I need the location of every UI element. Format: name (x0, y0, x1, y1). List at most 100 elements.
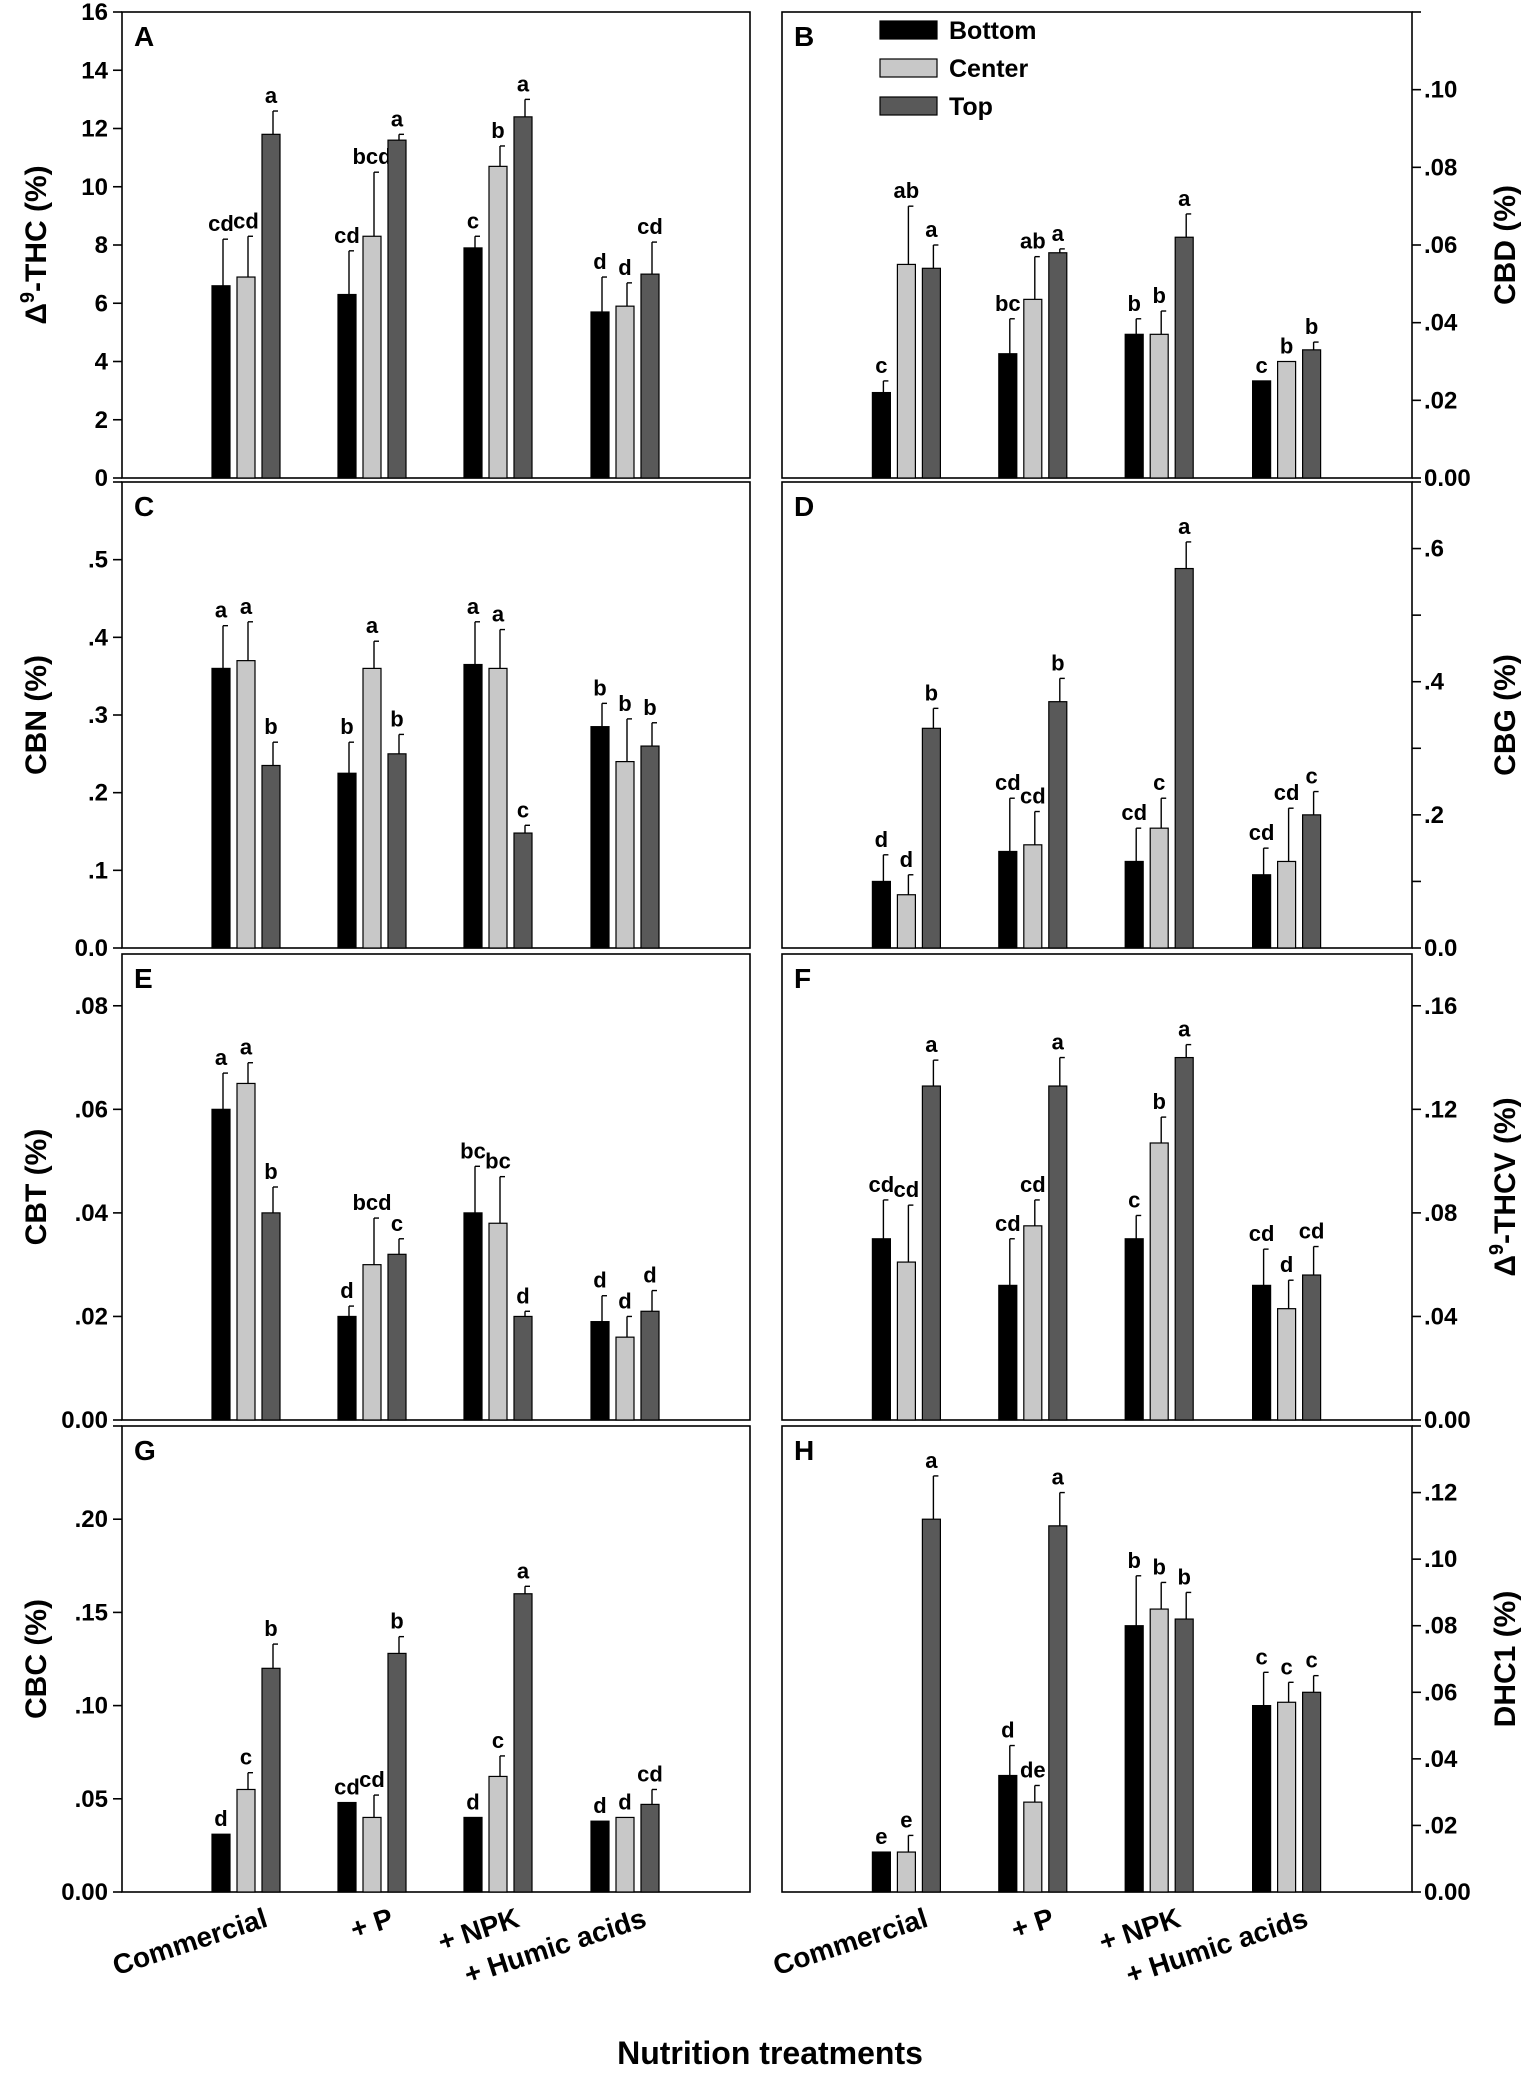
significance-letter: cd (208, 211, 234, 236)
significance-letter: a (265, 83, 278, 108)
y-tick-label: .4 (88, 624, 109, 651)
bar-center (896, 894, 916, 949)
significance-letter: a (1052, 1030, 1065, 1055)
significance-letter: c (875, 353, 887, 378)
bar-top (387, 1253, 407, 1421)
bar-bottom (1252, 380, 1272, 479)
significance-letter: b (390, 706, 403, 731)
bar-top (640, 745, 660, 949)
y-tick-label: .05 (75, 1786, 108, 1813)
significance-letter: cd (995, 770, 1021, 795)
significance-letter: b (1127, 1548, 1140, 1573)
significance-letter: a (240, 1035, 253, 1060)
significance-letter: a (1052, 221, 1065, 246)
bar-bottom (1252, 874, 1272, 949)
y-tick-label: 0.00 (1424, 1879, 1471, 1906)
bar-center (896, 1261, 916, 1421)
y-axis-label: CBN (%) (20, 655, 53, 775)
bar-bottom (590, 726, 610, 949)
panel-letter: G (134, 1435, 156, 1466)
significance-letter: b (264, 1616, 277, 1641)
significance-letter: c (240, 1745, 252, 1770)
y-axis-label-name: -THCV (%) (1489, 1097, 1522, 1244)
bar-top (640, 273, 660, 479)
bar-top (513, 832, 533, 949)
significance-letter: cd (894, 1177, 920, 1202)
bar-top (387, 1652, 407, 1893)
bar-top (1048, 1085, 1068, 1421)
bar-bottom (337, 293, 357, 479)
bar-center (362, 667, 382, 949)
significance-letter: e (875, 1824, 887, 1849)
significance-letter: a (1178, 1017, 1191, 1042)
bar-center (1149, 1142, 1169, 1421)
category-label: Commercial (109, 1902, 271, 1981)
significance-letter: cd (1249, 1221, 1275, 1246)
significance-letter: cd (359, 1767, 385, 1792)
significance-letter: b (1280, 334, 1293, 359)
y-tick-label: .2 (1424, 802, 1444, 829)
significance-letter: a (492, 602, 505, 627)
bar-bottom (463, 663, 483, 949)
significance-letter: bc (460, 1138, 486, 1163)
significance-letter: c (467, 208, 479, 233)
bar-center (896, 1851, 916, 1893)
y-tick-label: .10 (1424, 1546, 1457, 1573)
bar-center (362, 1264, 382, 1421)
bar-bottom (337, 1801, 357, 1893)
x-axis-label: Nutrition treatments (617, 2035, 923, 2071)
bar-top (921, 267, 941, 479)
bar-top (261, 1212, 281, 1421)
bar-center (1023, 298, 1043, 479)
bar-top (387, 753, 407, 949)
y-tick-label: .02 (75, 1303, 108, 1330)
bar-bottom (1252, 1284, 1272, 1421)
y-tick-label: .2 (88, 780, 108, 807)
significance-letter: d (875, 827, 888, 852)
bar-top (921, 1085, 941, 1421)
bar-center (488, 165, 508, 479)
bar-center (615, 1336, 635, 1421)
y-tick-label: .4 (1424, 669, 1445, 696)
y-tick-label: 10 (81, 174, 108, 201)
significance-letter: a (1178, 186, 1191, 211)
y-tick-label: 0 (95, 465, 108, 492)
bar-center (615, 1816, 635, 1893)
y-axis-label-delta: Δ (20, 303, 53, 325)
significance-letter: cd (334, 1775, 360, 1800)
significance-letter: cd (1020, 1172, 1046, 1197)
y-tick-label: .15 (75, 1599, 108, 1626)
significance-letter: a (391, 106, 404, 131)
panel-letter: H (794, 1435, 814, 1466)
significance-letter: bcd (352, 1190, 391, 1215)
bar-bottom (871, 880, 891, 949)
y-tick-label: .04 (1424, 1746, 1458, 1773)
significance-letter: b (340, 714, 353, 739)
y-axis-label: Δ9-THCV (%) (1486, 1097, 1522, 1276)
bar-center (488, 667, 508, 949)
bar-bottom (337, 1315, 357, 1421)
bar-center (488, 1775, 508, 1893)
bar-top (1302, 1691, 1322, 1893)
bar-center (1149, 333, 1169, 479)
y-tick-label: .16 (1424, 993, 1457, 1020)
y-tick-label: 0.00 (61, 1879, 108, 1906)
y-tick-label: .06 (75, 1096, 108, 1123)
bar-center (362, 1816, 382, 1893)
bar-bottom (211, 667, 231, 949)
panel-frame (121, 1425, 751, 1893)
significance-letter: b (1177, 1564, 1190, 1589)
significance-letter: d (214, 1806, 227, 1831)
bar-top (921, 1518, 941, 1893)
significance-letter: b (1051, 650, 1064, 675)
panel-frame (121, 953, 751, 1421)
bar-center (896, 263, 916, 479)
bar-center (1277, 1308, 1297, 1421)
significance-letter: bc (485, 1149, 511, 1174)
y-tick-label: .08 (1424, 1200, 1457, 1227)
bar-top (640, 1310, 660, 1421)
significance-letter: b (593, 675, 606, 700)
significance-letter: c (1153, 770, 1165, 795)
